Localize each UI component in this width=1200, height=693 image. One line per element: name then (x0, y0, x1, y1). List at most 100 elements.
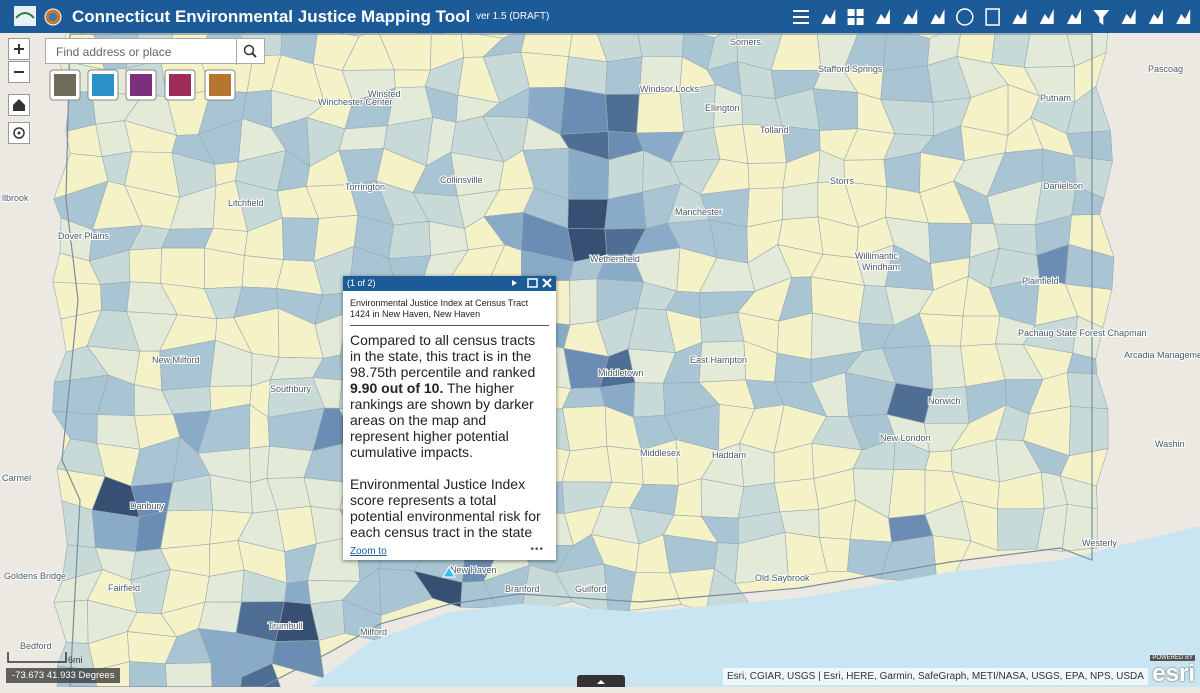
deep-mark (49, 13, 57, 21)
next[interactable] (512, 280, 517, 286)
place-label: Tolland (760, 125, 789, 135)
tool-icon (847, 9, 855, 16)
circa-logo (14, 6, 36, 26)
selected-marker (442, 566, 456, 578)
esri-logo: POWERED BY esri (1145, 655, 1197, 687)
scale-label: 6mi (68, 655, 83, 665)
zoom-in[interactable] (8, 38, 30, 60)
census-tract (210, 662, 242, 687)
dock[interactable] (527, 278, 538, 288)
tool-button[interactable] (955, 7, 975, 27)
layer-buttons (49, 69, 236, 101)
layer-icon (54, 74, 76, 96)
place-label: Manchester (675, 207, 722, 217)
home-icon (13, 99, 25, 111)
tool-icon (930, 9, 945, 24)
place-label: New London (880, 433, 931, 443)
census-tract (160, 509, 213, 550)
arrow (597, 680, 605, 684)
census-tract (924, 450, 953, 472)
census-tract (240, 663, 281, 687)
popup-footer: Zoom to ••• (343, 544, 556, 560)
tool-icon (847, 18, 855, 25)
toolbar (793, 7, 1191, 27)
place-label: Trumbull (268, 621, 303, 631)
search-button[interactable] (236, 39, 264, 65)
place-label: Pascoag (1148, 64, 1183, 74)
zoom-to[interactable]: Zoom to (350, 546, 387, 557)
close[interactable] (542, 278, 552, 288)
census-tract (388, 221, 431, 260)
census-tract (813, 88, 858, 131)
popup-header: (1 of 2) (343, 276, 556, 291)
esri-wordmark: esri (1152, 660, 1195, 687)
popup-rank: 9.90 out of 10. (350, 380, 444, 396)
tool-icon (821, 9, 836, 24)
place-label: Pachaug State Forest Chapman (1018, 328, 1147, 338)
home[interactable] (8, 94, 30, 116)
census-tract (161, 227, 214, 249)
more[interactable]: ••• (530, 544, 544, 555)
locate[interactable] (8, 122, 30, 144)
place-label: Winchester Center (318, 97, 393, 107)
census-tract (241, 255, 284, 289)
place-label: Collinsville (440, 175, 483, 185)
place-label: Ellington (705, 103, 740, 113)
locate-icon (13, 127, 25, 139)
census-tract (303, 477, 348, 511)
tool-icon (1148, 9, 1163, 24)
census-tract (51, 410, 98, 444)
popup-text: The higher rankings are shown by darker … (350, 380, 534, 460)
layer-icon (92, 74, 114, 96)
tool-icon (903, 9, 918, 24)
place-label: Branford (505, 584, 540, 594)
header: Connecticut Environmental Justice Mappin… (0, 0, 1200, 33)
minus (14, 71, 24, 73)
place-label: Danbury (130, 501, 165, 511)
census-tract (100, 281, 131, 313)
place-label: Goldens Bridge (4, 571, 66, 581)
place-label: Westerly (1082, 538, 1117, 548)
tool-icon (875, 9, 890, 24)
tool-icon (1093, 10, 1110, 25)
tool-icon (1012, 9, 1027, 24)
place-label: Stafford Springs (818, 64, 883, 74)
layer-icon (169, 74, 191, 96)
place-label: Winsted (368, 89, 401, 99)
plus (14, 44, 24, 54)
layer-icon (209, 74, 231, 96)
census-tract (91, 509, 140, 552)
census-tract (53, 599, 89, 644)
bottom-panel-toggle[interactable] (577, 675, 625, 687)
place-label: Windham (862, 262, 900, 272)
search-box[interactable]: Find address or place (45, 38, 265, 65)
place-label: Milford (360, 627, 387, 637)
tool-icon (1121, 9, 1136, 24)
popup-text: Environmental Justice Index score repres… (350, 476, 541, 540)
app-title: Connecticut Environmental Justice Mappin… (72, 7, 471, 26)
tool-icon (1039, 9, 1054, 24)
popup-controls (512, 278, 552, 288)
place-label: Middlesex (640, 448, 681, 458)
place-label: Willimantic (855, 251, 899, 261)
place-label: llbrook (2, 193, 29, 203)
popup: (1 of 2) Environmental Justice Index at … (343, 276, 556, 560)
place-label: Somers (730, 37, 762, 47)
census-tract (606, 445, 644, 485)
zoom-out[interactable] (8, 61, 30, 83)
census-tract (165, 662, 213, 687)
census-tract (559, 86, 609, 135)
census-tract (569, 278, 598, 326)
place-label: Litchfield (228, 198, 264, 208)
place-label: Haddam (712, 450, 746, 460)
census-tract (160, 247, 205, 290)
attribution: Esri, CGIAR, USGS | Esri, HERE, Garmin, … (723, 668, 1148, 685)
popup-body: Compared to all census tracts in the sta… (350, 332, 549, 557)
census-tract (883, 152, 921, 194)
tool-icon (956, 8, 974, 26)
place-label: Storrs (830, 176, 855, 186)
census-tract (636, 90, 685, 134)
census-tract (129, 661, 167, 687)
